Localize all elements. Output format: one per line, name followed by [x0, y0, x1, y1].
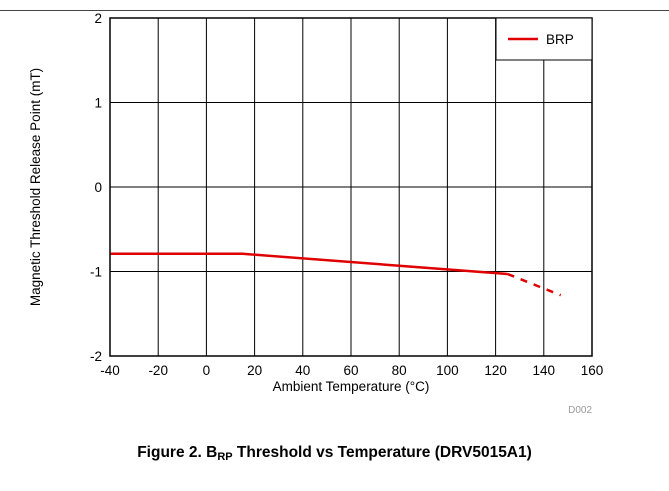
figure-caption: Figure 2. BRP Threshold vs Temperature (…: [0, 444, 669, 463]
y-tick-label: -1: [90, 265, 102, 280]
x-tick-labels: -40 -20 0 20 40 60 80 100 120 140 160: [100, 363, 603, 378]
x-tick-label: -20: [148, 363, 168, 378]
plot-frame: [109, 17, 593, 357]
y-tick-label: 2: [94, 11, 102, 26]
x-tick-label: -40: [100, 363, 120, 378]
y-tick-label: 1: [94, 96, 102, 111]
legend-box: [495, 17, 593, 61]
x-tick-label: 80: [392, 363, 407, 378]
caption-subscript: RP: [217, 451, 233, 463]
x-tick-label: 40: [295, 363, 310, 378]
x-tick-label: 20: [247, 363, 262, 378]
source-id: D002: [568, 405, 592, 416]
x-axis-label: Ambient Temperature (°C): [273, 379, 430, 394]
y-tick-label: 0: [94, 180, 102, 195]
y-tick-label: -2: [90, 349, 102, 364]
y-tick-labels: -2 -1 0 1 2: [90, 11, 102, 364]
chart: -40 -20 0 20 40 60 80 100 120 140 160 -2 -1 0 1 2 Ambi…: [28, 11, 603, 416]
caption-suffix: Threshold vs Temperature (DRV5015A1): [232, 444, 532, 461]
caption-prefix: Figure 2. B: [137, 444, 218, 461]
x-tick-label: 60: [343, 363, 358, 378]
legend-label-brp: BRP: [546, 32, 574, 47]
x-tick-label: 120: [484, 363, 507, 378]
x-tick-label: 0: [203, 363, 211, 378]
series-lines: [110, 252, 562, 297]
x-tick-label: 100: [436, 363, 459, 378]
y-axis-label: Magnetic Threshold Release Point (mT): [28, 68, 43, 306]
top-rule: [0, 10, 669, 11]
series-line-solid: [110, 252, 508, 276]
legend: BRP: [495, 17, 593, 61]
x-tick-label: 160: [581, 363, 604, 378]
series-line-dashed: [507, 272, 562, 297]
x-tick-label: 140: [533, 363, 556, 378]
grid-lines: [110, 18, 592, 356]
